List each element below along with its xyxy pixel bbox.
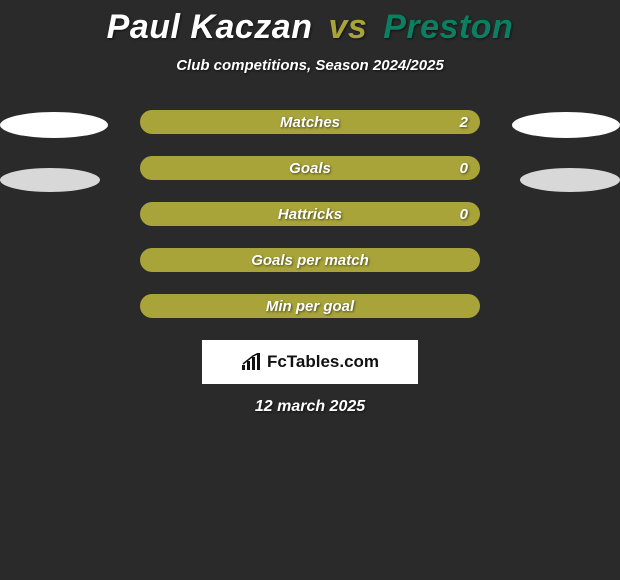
- player-side-column: [0, 110, 120, 192]
- brand-text: FcTables.com: [267, 352, 379, 372]
- player-oval-1: [0, 112, 108, 138]
- stat-bar-value: 0: [460, 160, 468, 177]
- stat-bar-value: 0: [460, 206, 468, 223]
- title-vs: vs: [328, 8, 367, 46]
- team-side-column: [500, 110, 620, 192]
- stat-bars: Matches 2 Goals 0 Hattricks 0 Goals per match M…: [140, 110, 480, 318]
- brand-box: FcTables.com: [202, 340, 418, 384]
- stat-bar: Matches 2: [140, 110, 480, 134]
- title-row: Paul Kaczan vs Preston: [0, 0, 620, 47]
- subtitle: Club competitions, Season 2024/2025: [0, 57, 620, 74]
- stat-bar-label: Goals per match: [251, 252, 369, 269]
- team-oval-2: [520, 168, 620, 192]
- team-oval-1: [512, 112, 620, 138]
- stat-bar-label: Hattricks: [278, 206, 342, 223]
- stat-bar-label: Goals: [289, 160, 331, 177]
- stat-bar-value: 2: [460, 114, 468, 131]
- footer-date: 12 march 2025: [0, 398, 620, 416]
- stat-bar-label: Min per goal: [266, 298, 354, 315]
- content-row: Matches 2 Goals 0 Hattricks 0 Goals per match M…: [0, 110, 620, 318]
- stat-bar: Goals per match: [140, 248, 480, 272]
- stat-bar: Hattricks 0: [140, 202, 480, 226]
- stat-bar-label: Matches: [280, 114, 340, 131]
- stat-bar: Goals 0: [140, 156, 480, 180]
- bar-chart-icon: [241, 353, 263, 371]
- stat-bar: Min per goal: [140, 294, 480, 318]
- player-oval-2: [0, 168, 100, 192]
- title-team: Preston: [383, 8, 513, 46]
- title-player: Paul Kaczan: [107, 8, 313, 46]
